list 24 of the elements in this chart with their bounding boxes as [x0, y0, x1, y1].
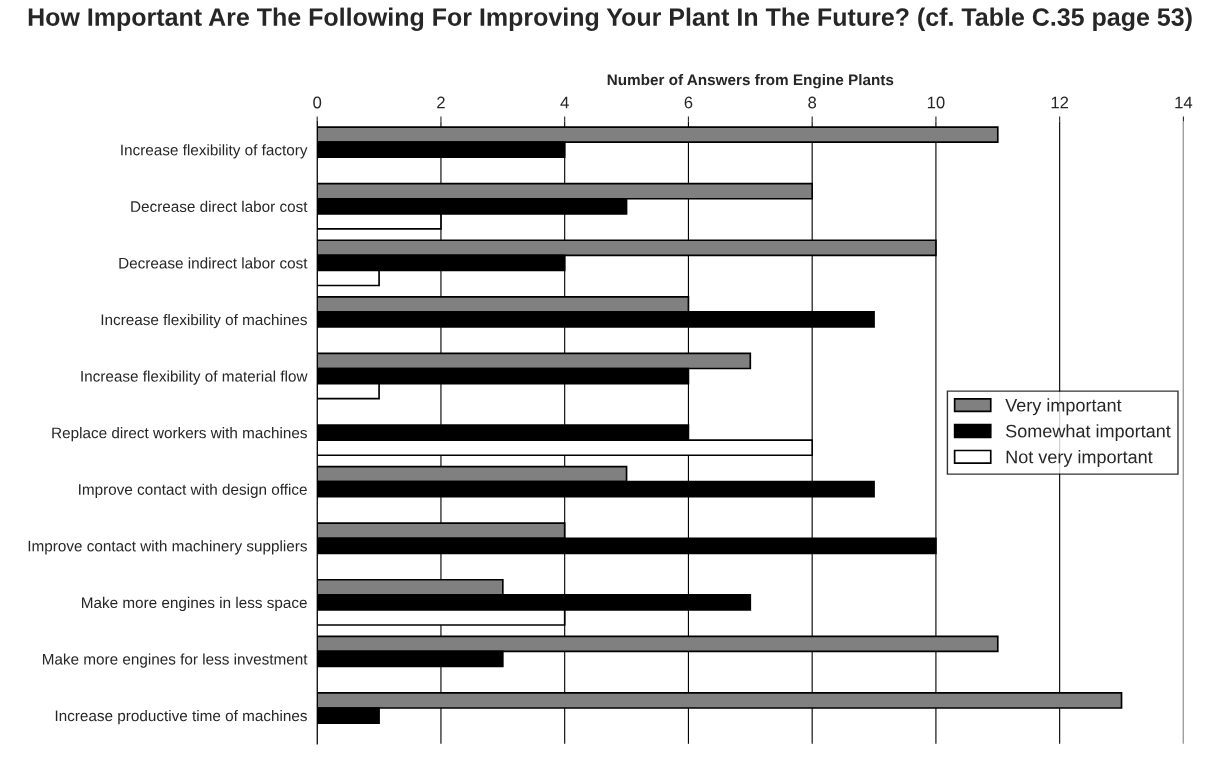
x-tick-label: 4	[560, 96, 569, 109]
y-tick-label: Increase flexibility of machines	[101, 313, 307, 329]
y-tick-label: Replace direct workers with machines	[52, 427, 307, 442]
x-tick-label: 0	[313, 96, 322, 109]
x-tick-label: 10	[927, 96, 945, 109]
y-tick-label: Increase flexibility of factory	[121, 144, 308, 159]
y-tick-label: Increase flexibility of material flow	[81, 370, 308, 385]
x-axis-title: Number of Answers from Engine Plants	[607, 74, 894, 89]
x-tick-label: 14	[1175, 96, 1193, 109]
y-tick-label: Make more engines for less investment	[42, 653, 308, 668]
x-tick-label: 8	[808, 96, 817, 109]
legend-label: Somewhat important	[1006, 424, 1171, 442]
y-tick-label: Make more engines in less space	[82, 596, 307, 612]
y-tick-label: Improve contact with design office	[79, 483, 307, 498]
y-tick-label: Increase productive time of machines	[55, 709, 307, 725]
chart-title: How Important Are The Following For Improving Your Plant In The Future? (cf. Table C.35 page 53)	[28, 7, 1192, 31]
y-tick-label: Improve contact with machinery suppliers	[28, 540, 307, 555]
y-tick-label: Decrease direct labor cost	[131, 200, 308, 212]
y-tick-label: Decrease indirect labor cost	[119, 257, 308, 269]
x-tick-label: 6	[684, 96, 693, 109]
legend-label: Not very important	[1006, 450, 1153, 467]
legend-label: Very important	[1005, 398, 1122, 416]
x-tick-label: 2	[437, 96, 445, 109]
x-tick-label: 12	[1051, 96, 1069, 109]
